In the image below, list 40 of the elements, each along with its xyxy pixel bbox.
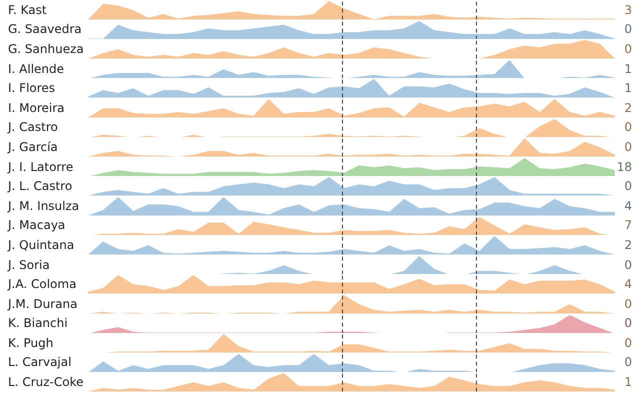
chart-title: J. Soria: [8, 258, 51, 272]
chart-title: G. Sanhueza: [8, 42, 85, 56]
chart-title: L. Carvajal: [8, 355, 72, 370]
chart-title: I. Allende: [8, 62, 66, 76]
chart-title: J.A. Coloma: [8, 277, 78, 292]
chart-title: I. Flores: [8, 81, 56, 96]
chart-title: L. Cruz-Coke: [8, 375, 84, 390]
text: 4: [624, 277, 632, 292]
chart-title: J. L. Castro: [8, 179, 74, 194]
text: 2: [624, 238, 632, 252]
text: 0: [624, 120, 632, 134]
annotation: 18: [616, 160, 632, 174]
text: 0: [624, 42, 632, 56]
text: 2: [624, 100, 632, 115]
chart-title: G. Saavedra: [8, 22, 83, 36]
text: 0: [624, 179, 632, 194]
text: 7: [624, 218, 632, 232]
text: 1: [624, 375, 632, 390]
text: 1: [624, 62, 632, 76]
text: 0: [624, 296, 632, 311]
text: 0: [624, 22, 632, 36]
chart-title: J. Macaya: [8, 218, 66, 232]
chart-title: J. García: [8, 140, 59, 154]
chart-title: J. Castro: [8, 120, 59, 134]
text: 0: [624, 316, 632, 330]
text: 0: [624, 140, 632, 154]
text: 1: [624, 81, 632, 96]
chart-title: F. Kast: [8, 2, 48, 17]
chart-title: I. Moreira: [8, 100, 66, 115]
chart-title: K. Bianchi: [8, 316, 69, 330]
chart-title: J.M. Durana: [8, 296, 78, 311]
text: 0: [624, 355, 632, 370]
chart-title: K. Pugh: [8, 336, 54, 350]
chart-title: J. M. Insulza: [8, 198, 80, 213]
text: 0: [624, 258, 632, 272]
text: 3: [624, 2, 632, 17]
chart-title: J. Quintana: [8, 238, 76, 252]
text: 0: [624, 336, 632, 350]
text: 4: [624, 198, 632, 213]
chart-title: J. I. Latorre: [8, 160, 74, 174]
